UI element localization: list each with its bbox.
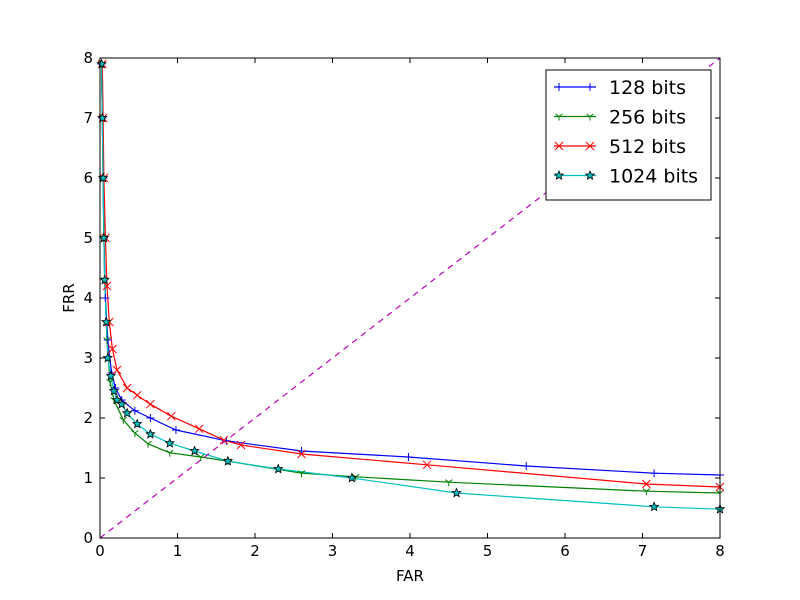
data-point-marker [585, 141, 595, 151]
data-point-marker [131, 430, 139, 437]
y-tick-label: 7 [83, 109, 93, 127]
data-point-marker [522, 462, 531, 470]
data-point-marker [648, 501, 660, 512]
x-tick-label: 6 [560, 542, 570, 560]
x-tick-label: 5 [483, 542, 493, 560]
data-point-marker [171, 426, 180, 434]
data-point-marker [131, 418, 143, 429]
series-markers [96, 58, 726, 514]
legend-label: 512 bits [609, 136, 686, 158]
x-tick-label: 4 [405, 542, 415, 560]
y-tick-label: 8 [83, 49, 93, 67]
data-point-marker [164, 437, 176, 448]
y-tick-label: 0 [83, 529, 93, 547]
data-point-marker [99, 274, 110, 285]
data-point-marker [165, 449, 174, 457]
data-point-marker [346, 472, 358, 483]
data-point-marker [642, 479, 651, 489]
x-axis-label: FAR [396, 567, 424, 585]
data-point-marker [272, 463, 284, 474]
data-point-marker [102, 352, 114, 363]
data-point-marker [586, 113, 594, 121]
data-point-marker [196, 454, 205, 461]
data-point-marker [555, 113, 563, 121]
data-point-marker [108, 385, 120, 396]
x-tick-label: 2 [250, 542, 260, 560]
data-point-marker [102, 281, 112, 291]
data-point-marker [194, 424, 204, 434]
series-line [100, 63, 721, 510]
data-point-marker [555, 83, 563, 91]
y-tick-label: 3 [83, 349, 93, 367]
data-point-marker [105, 370, 117, 381]
data-point-marker [146, 399, 155, 409]
data-point-marker [103, 337, 111, 344]
plot-frame [99, 57, 721, 539]
data-point-marker [554, 141, 564, 151]
data-point-marker [100, 316, 112, 327]
data-point-marker [96, 58, 107, 69]
legend: 128 bits 256 bits 512 bits 1024 bits [545, 69, 712, 201]
data-point-marker [222, 455, 234, 466]
data-point-marker [189, 445, 200, 456]
data-point-marker [106, 379, 114, 386]
data-point-marker [584, 169, 596, 180]
y-tick-label: 4 [83, 289, 93, 307]
data-point-marker [451, 487, 462, 498]
data-point-marker [116, 398, 127, 409]
data-point-marker [145, 428, 156, 439]
data-point-marker [404, 453, 413, 461]
data-point-marker [130, 406, 139, 415]
data-point-marker [112, 365, 122, 375]
y-tick-label: 6 [83, 169, 93, 187]
x-tick-label: 0 [95, 542, 105, 560]
x-tick-label: 8 [715, 542, 725, 560]
data-point-marker [444, 479, 453, 487]
data-point-marker [108, 344, 117, 354]
data-point-marker [111, 394, 123, 405]
data-point-marker [650, 469, 659, 478]
y-tick-label: 2 [83, 409, 93, 427]
data-point-marker [219, 435, 229, 445]
data-point-marker [297, 470, 306, 478]
data-point-marker [422, 460, 432, 470]
data-point-marker [553, 169, 565, 180]
data-point-marker [98, 232, 110, 243]
data-point-marker [101, 294, 110, 302]
data-point-marker [119, 416, 128, 424]
data-point-marker [642, 488, 651, 496]
legend-label: 1024 bits [609, 166, 698, 188]
x-tick-label: 3 [328, 542, 338, 560]
data-point-marker [144, 440, 152, 448]
x-tick-label: 1 [173, 542, 183, 560]
data-point-marker [121, 407, 133, 418]
data-point-marker [297, 449, 306, 459]
x-tick-label: 7 [638, 542, 648, 560]
y-tick-label: 1 [83, 469, 93, 487]
legend-box [545, 69, 712, 201]
legend-label: 128 bits [609, 77, 686, 99]
y-axis-label: FRR [60, 283, 78, 312]
data-point-marker [586, 83, 594, 91]
data-point-marker [122, 383, 132, 393]
data-point-marker [236, 440, 246, 450]
legend-label: 256 bits [609, 107, 686, 129]
y-tick-label: 5 [83, 229, 93, 247]
data-point-marker [132, 390, 142, 400]
data-point-marker [146, 414, 155, 422]
data-point-marker [166, 411, 176, 421]
